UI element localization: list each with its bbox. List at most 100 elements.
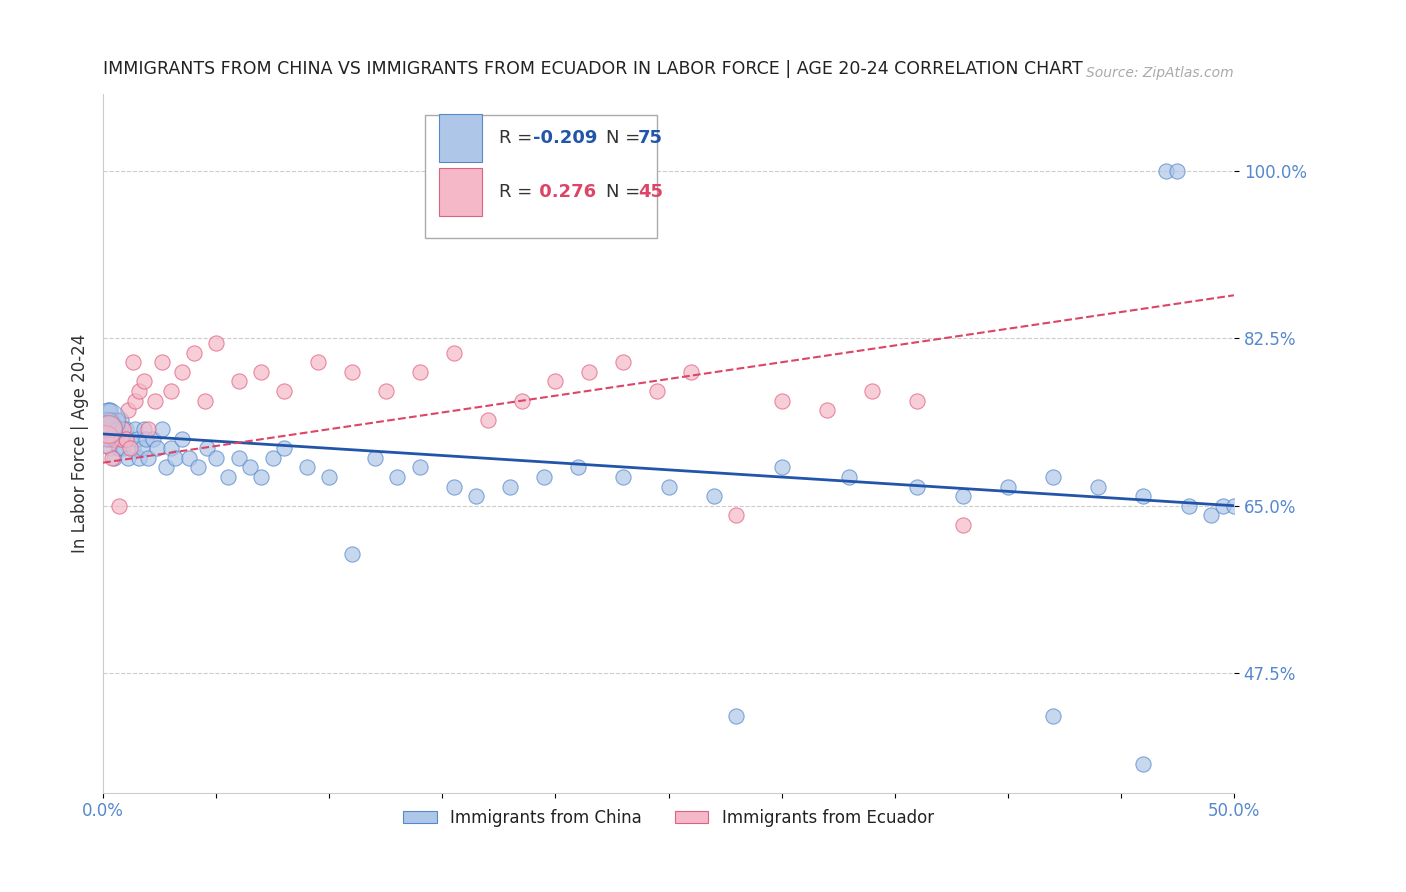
Point bbox=[121, 442, 143, 456]
Point bbox=[217, 470, 239, 484]
Point bbox=[117, 450, 139, 465]
Point bbox=[172, 365, 194, 379]
Point bbox=[187, 460, 209, 475]
Point bbox=[110, 412, 132, 426]
Point bbox=[112, 442, 135, 456]
Point bbox=[143, 393, 166, 408]
Point bbox=[725, 709, 748, 723]
Point bbox=[1154, 164, 1177, 178]
Point bbox=[105, 412, 128, 426]
Point bbox=[1166, 164, 1188, 178]
Point bbox=[124, 393, 146, 408]
FancyBboxPatch shape bbox=[426, 115, 657, 237]
Point bbox=[273, 384, 295, 398]
Point bbox=[160, 384, 183, 398]
Point bbox=[340, 365, 363, 379]
Point bbox=[165, 450, 187, 465]
Point bbox=[97, 403, 120, 417]
Point bbox=[1132, 489, 1154, 503]
Point bbox=[195, 442, 218, 456]
Point bbox=[250, 470, 273, 484]
Point bbox=[443, 345, 465, 359]
Point bbox=[657, 479, 679, 493]
Text: 75: 75 bbox=[638, 129, 664, 147]
Point bbox=[101, 450, 124, 465]
Point bbox=[838, 470, 860, 484]
Point bbox=[952, 517, 974, 532]
Point bbox=[138, 450, 160, 465]
Point bbox=[443, 479, 465, 493]
Point bbox=[997, 479, 1019, 493]
Point bbox=[94, 422, 117, 436]
Point bbox=[160, 442, 183, 456]
Point bbox=[409, 460, 432, 475]
Point bbox=[307, 355, 329, 369]
Point bbox=[905, 393, 928, 408]
Point bbox=[108, 499, 131, 513]
Point bbox=[273, 442, 295, 456]
FancyBboxPatch shape bbox=[439, 114, 482, 161]
Point bbox=[131, 442, 153, 456]
Point bbox=[770, 460, 793, 475]
FancyBboxPatch shape bbox=[439, 168, 482, 216]
Point bbox=[98, 403, 121, 417]
Point bbox=[681, 365, 703, 379]
Point bbox=[499, 479, 522, 493]
Point bbox=[510, 393, 533, 408]
Point bbox=[124, 422, 146, 436]
Point bbox=[239, 460, 262, 475]
Y-axis label: In Labor Force | Age 20-24: In Labor Force | Age 20-24 bbox=[72, 334, 89, 553]
Point bbox=[250, 365, 273, 379]
Text: R =: R = bbox=[499, 129, 538, 147]
Point bbox=[465, 489, 488, 503]
Point bbox=[228, 450, 250, 465]
Point bbox=[205, 450, 228, 465]
Point bbox=[94, 432, 117, 446]
Point bbox=[262, 450, 284, 465]
Point bbox=[103, 432, 125, 446]
Point bbox=[770, 393, 793, 408]
Point bbox=[1177, 499, 1199, 513]
Point bbox=[97, 432, 120, 446]
Point bbox=[135, 432, 157, 446]
Point bbox=[205, 336, 228, 351]
Point bbox=[409, 365, 432, 379]
Text: N =: N = bbox=[606, 129, 647, 147]
Point bbox=[1223, 499, 1246, 513]
Point bbox=[114, 432, 136, 446]
Point bbox=[132, 422, 155, 436]
Point bbox=[612, 355, 634, 369]
Point bbox=[150, 422, 173, 436]
Point bbox=[117, 403, 139, 417]
Point bbox=[108, 442, 131, 456]
Point bbox=[1042, 470, 1064, 484]
Point bbox=[97, 432, 120, 446]
Point bbox=[114, 432, 136, 446]
Point bbox=[103, 422, 125, 436]
Point bbox=[194, 393, 217, 408]
Point bbox=[340, 547, 363, 561]
Point bbox=[385, 470, 408, 484]
Point bbox=[1087, 479, 1109, 493]
Point bbox=[114, 422, 136, 436]
Point bbox=[533, 470, 555, 484]
Point bbox=[101, 432, 124, 446]
Point bbox=[128, 384, 150, 398]
Point bbox=[98, 412, 121, 426]
Text: Source: ZipAtlas.com: Source: ZipAtlas.com bbox=[1087, 67, 1234, 80]
Point bbox=[94, 422, 117, 436]
Point bbox=[645, 384, 668, 398]
Point bbox=[578, 365, 600, 379]
Point bbox=[97, 412, 120, 426]
Point bbox=[103, 450, 125, 465]
Point bbox=[952, 489, 974, 503]
Point bbox=[94, 422, 117, 436]
Text: -0.209: -0.209 bbox=[533, 129, 598, 147]
Point bbox=[725, 508, 748, 523]
Point bbox=[612, 470, 634, 484]
Point bbox=[477, 412, 499, 426]
Point bbox=[120, 442, 142, 456]
Point bbox=[101, 412, 124, 426]
Text: 0.276: 0.276 bbox=[533, 183, 596, 201]
Point bbox=[97, 422, 120, 436]
